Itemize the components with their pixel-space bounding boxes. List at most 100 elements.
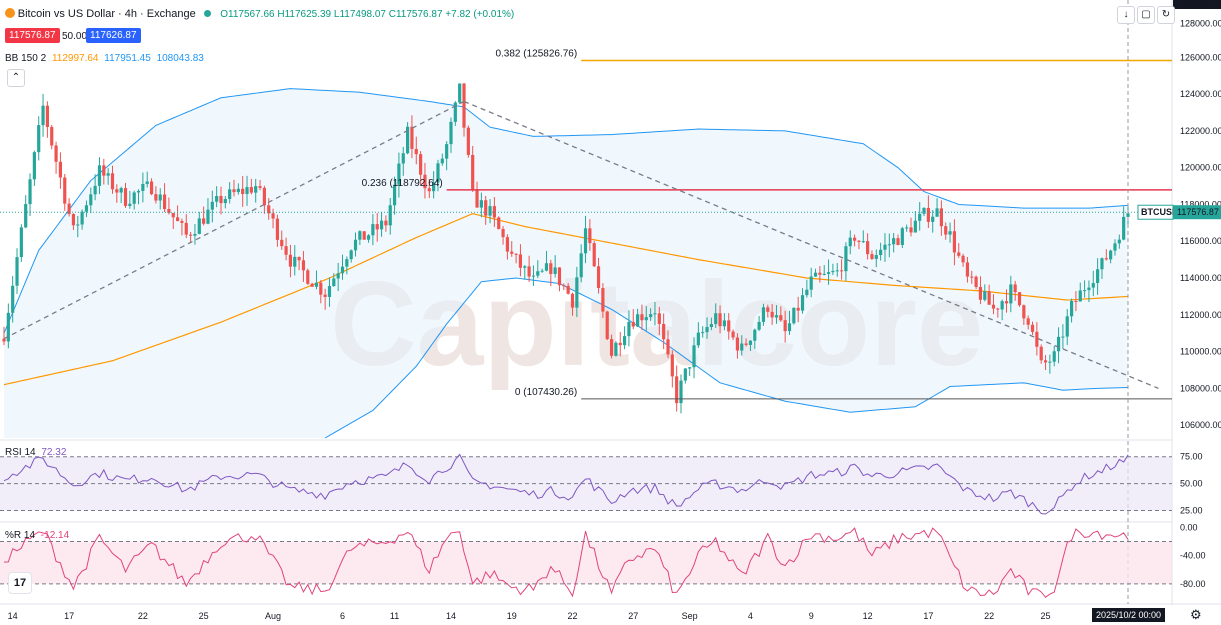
candle-body — [197, 218, 201, 234]
time-tick-label: 14 — [446, 611, 456, 621]
symbol-label: BTCUSD — [1141, 207, 1179, 217]
candle — [879, 242, 883, 261]
symbol-title[interactable]: Bitcoin vs US Dollar · 4h · Exchange — [17, 8, 196, 20]
candle-body — [202, 218, 206, 224]
candle-body — [427, 188, 431, 192]
candle-body — [423, 174, 427, 189]
candle — [1030, 321, 1035, 336]
candle — [866, 233, 870, 260]
candle-body — [740, 343, 744, 351]
collapse-legend-button[interactable]: ⌃ — [7, 69, 25, 87]
candle — [826, 259, 831, 285]
price-tick-label: 114000.00 — [1180, 273, 1221, 283]
candle — [748, 340, 753, 352]
candle — [249, 178, 253, 195]
candle-body — [1004, 301, 1009, 304]
candle-body — [913, 220, 917, 233]
candle-body — [206, 209, 210, 224]
candle — [566, 282, 570, 295]
candle-body — [1083, 290, 1087, 292]
candle-body — [110, 173, 115, 190]
candle-body — [1013, 284, 1017, 293]
candle-body — [527, 266, 531, 277]
bb-label[interactable]: BB 150 2 — [5, 53, 47, 64]
candle-body — [805, 289, 809, 296]
candle-body — [644, 317, 648, 321]
candle — [714, 303, 718, 328]
wr-tick-label: -40.00 — [1180, 551, 1206, 561]
candle-body — [909, 227, 913, 233]
candle-body — [319, 282, 323, 295]
candle — [149, 178, 154, 196]
candle-body — [232, 189, 236, 193]
candle-body — [228, 189, 232, 200]
bb-lower-value: 108043.83 — [156, 53, 204, 64]
candle-body — [89, 194, 93, 206]
candle — [301, 250, 306, 282]
candle — [996, 307, 1000, 318]
candle-body — [800, 295, 805, 311]
candle-body — [189, 234, 193, 236]
candle-body — [518, 254, 523, 268]
settings-gear-icon[interactable]: ⚙ — [1190, 607, 1202, 622]
candle-body — [397, 163, 401, 185]
candle — [1065, 309, 1069, 345]
ohlc-close: C117576.87 — [388, 9, 443, 20]
candle — [831, 263, 835, 275]
price-tick-label: 126000.00 — [1180, 52, 1221, 62]
sell-price-button[interactable]: 117576.87 — [5, 28, 60, 43]
candle-body — [900, 228, 904, 245]
download-button[interactable]: ↓ — [1117, 6, 1135, 24]
candle — [896, 234, 900, 246]
tradingview-logo-icon[interactable]: 17 — [8, 572, 32, 594]
candle — [162, 183, 167, 213]
bb-upper-value: 117951.45 — [104, 53, 151, 64]
candle — [553, 255, 557, 278]
candle — [792, 307, 796, 325]
candle-body — [1052, 351, 1056, 362]
candle-body — [15, 257, 19, 286]
candle — [909, 217, 913, 237]
candle-body — [978, 286, 983, 300]
candle — [475, 181, 479, 208]
candle-body — [566, 285, 570, 294]
candle-body — [84, 205, 89, 212]
restore-button[interactable]: ↻ — [1157, 6, 1175, 24]
candle-body — [583, 228, 588, 254]
maximize-button[interactable]: ▢ — [1137, 6, 1155, 24]
top-price-label: 128881.65 — [1179, 0, 1221, 9]
wr-label[interactable]: %R 14 — [5, 530, 36, 541]
candle-body — [557, 267, 562, 286]
candle — [892, 232, 896, 253]
candle — [596, 257, 601, 294]
bb-lower-line — [324, 277, 1129, 439]
candle-body — [731, 331, 735, 338]
price-tick-label: 112000.00 — [1180, 310, 1221, 320]
candle — [423, 162, 427, 199]
candle — [284, 237, 288, 261]
candle — [24, 195, 28, 229]
candle — [232, 179, 236, 197]
candle — [662, 313, 666, 350]
candle-body — [605, 311, 609, 340]
candle — [523, 264, 527, 280]
candle — [219, 186, 223, 215]
candle — [622, 326, 627, 350]
rsi-value: 72.32 — [41, 447, 67, 458]
candle — [80, 209, 84, 230]
candle — [1100, 257, 1104, 279]
buy-price-button[interactable]: 117626.87 — [86, 28, 141, 43]
time-tick-label: 14 — [8, 611, 18, 621]
candle — [392, 176, 397, 215]
candle-body — [97, 165, 102, 186]
candle — [848, 230, 852, 255]
candle — [644, 306, 648, 331]
candle-body — [757, 321, 761, 330]
candle-body — [883, 244, 887, 250]
candle-body — [614, 342, 618, 356]
rsi-label[interactable]: RSI 14 — [5, 447, 36, 458]
wr-tick-label: 0.00 — [1180, 522, 1198, 532]
candle — [774, 305, 779, 324]
candle-body — [1096, 269, 1100, 284]
